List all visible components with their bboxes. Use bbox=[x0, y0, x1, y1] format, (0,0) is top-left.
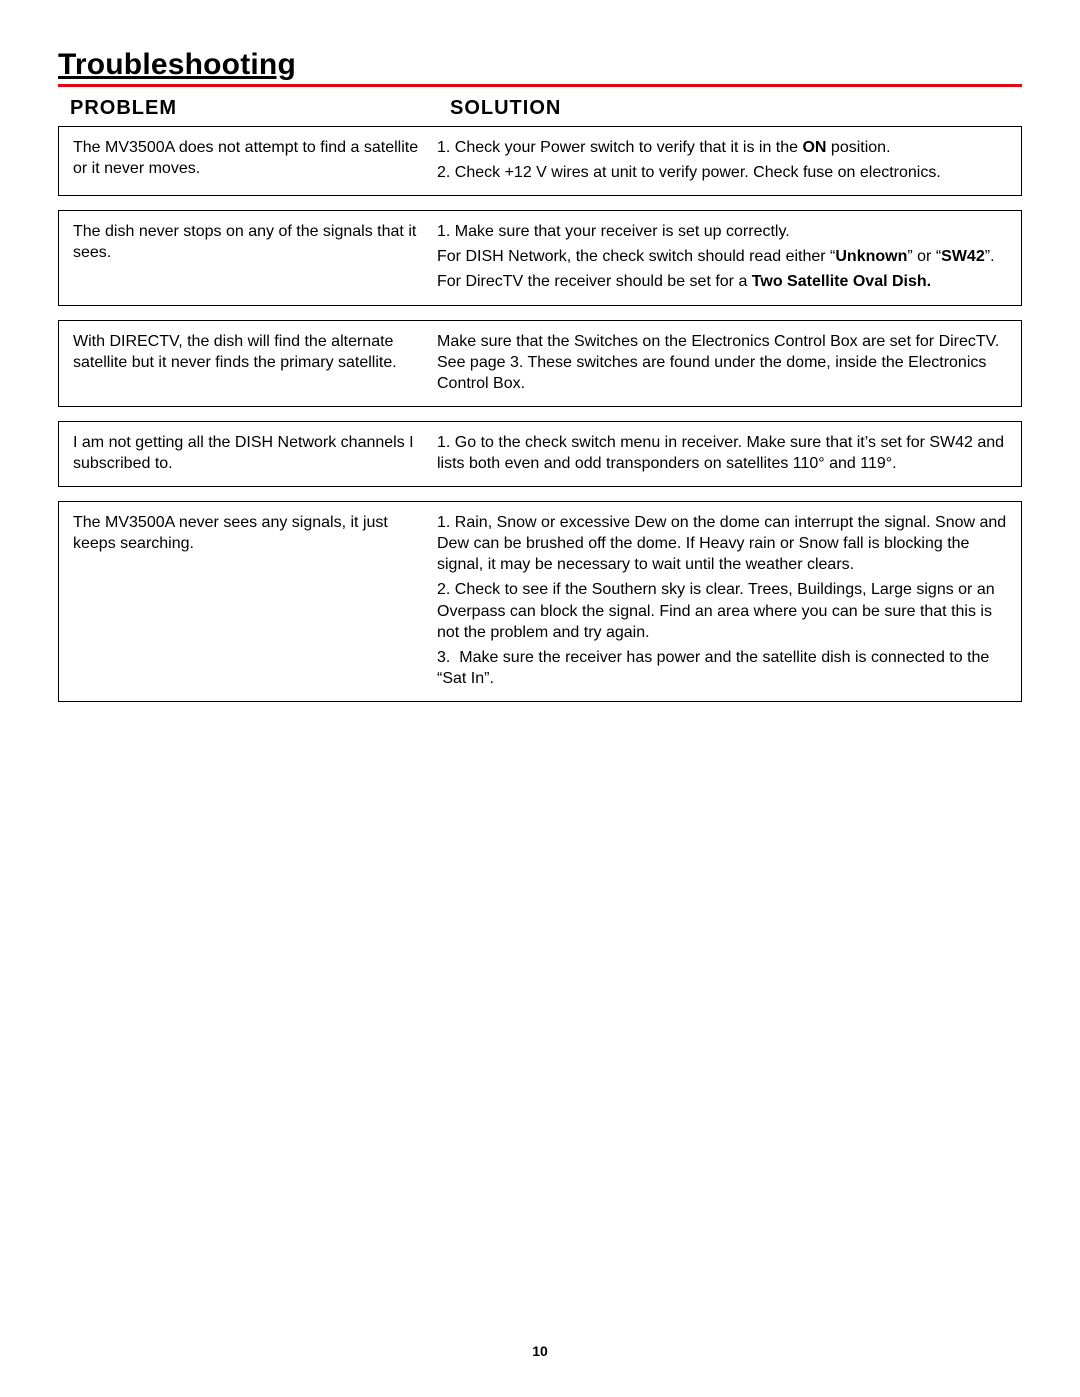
page-title: Troubleshooting bbox=[58, 48, 1022, 82]
troubleshooting-rows: The MV3500A does not attempt to find a s… bbox=[58, 126, 1022, 702]
solution-text: 1. Check your Power switch to verify tha… bbox=[437, 137, 1007, 183]
troubleshooting-row: The MV3500A does not attempt to find a s… bbox=[58, 126, 1022, 196]
problem-text: The MV3500A never sees any signals, it j… bbox=[73, 512, 437, 689]
header-problem: PROBLEM bbox=[58, 97, 448, 120]
troubleshooting-row: The dish never stops on any of the signa… bbox=[58, 210, 1022, 305]
problem-text: I am not getting all the DISH Network ch… bbox=[73, 432, 437, 474]
problem-text: The MV3500A does not attempt to find a s… bbox=[73, 137, 437, 183]
title-underline bbox=[58, 84, 1022, 87]
problem-text: With DIRECTV, the dish will find the alt… bbox=[73, 331, 437, 394]
header-solution: SOLUTION bbox=[448, 97, 561, 120]
solution-text: 1. Make sure that your receiver is set u… bbox=[437, 221, 1007, 292]
troubleshooting-row: The MV3500A never sees any signals, it j… bbox=[58, 501, 1022, 702]
page-number: 10 bbox=[0, 1343, 1080, 1359]
document-page: Troubleshooting PROBLEM SOLUTION The MV3… bbox=[0, 0, 1080, 1397]
solution-text: 1. Rain, Snow or excessive Dew on the do… bbox=[437, 512, 1007, 689]
column-headers: PROBLEM SOLUTION bbox=[58, 97, 1022, 120]
solution-text: Make sure that the Switches on the Elect… bbox=[437, 331, 1007, 394]
troubleshooting-row: With DIRECTV, the dish will find the alt… bbox=[58, 320, 1022, 407]
troubleshooting-row: I am not getting all the DISH Network ch… bbox=[58, 421, 1022, 487]
solution-text: 1. Go to the check switch menu in receiv… bbox=[437, 432, 1007, 474]
problem-text: The dish never stops on any of the signa… bbox=[73, 221, 437, 292]
